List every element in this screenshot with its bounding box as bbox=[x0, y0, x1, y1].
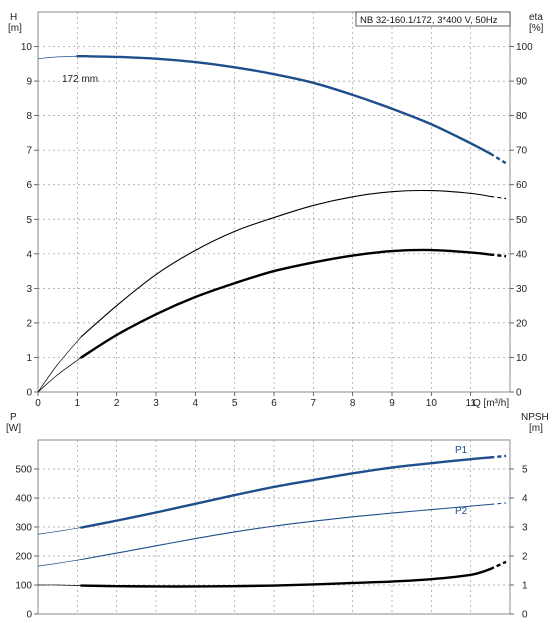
top-curves bbox=[37, 54, 507, 393]
eta-tick-label: 40 bbox=[516, 249, 528, 260]
eta-tick-label: 70 bbox=[516, 146, 528, 157]
eta-tick-label: 100 bbox=[516, 42, 533, 53]
x-tick-label: 5 bbox=[232, 398, 238, 409]
h-tick-label: 1 bbox=[26, 353, 32, 364]
x-tick-label: 1 bbox=[75, 398, 81, 409]
x-tick-label: 6 bbox=[271, 398, 277, 409]
h-tick-label: 9 bbox=[26, 77, 32, 88]
p-tick-label: 0 bbox=[26, 610, 32, 621]
legend-box bbox=[355, 11, 511, 27]
h-axis-unit: [m] bbox=[8, 23, 22, 34]
p-tick-label: 500 bbox=[15, 465, 32, 476]
h-tick-label: 5 bbox=[26, 215, 32, 226]
head-curve-tail bbox=[489, 152, 507, 165]
h-tick-label: 3 bbox=[26, 284, 32, 295]
x-tick-label: 8 bbox=[350, 398, 356, 409]
p1-curve bbox=[80, 456, 492, 529]
top-grid bbox=[38, 12, 511, 392]
eta-tick-label: 90 bbox=[516, 77, 528, 88]
npsh-axis-label: NPSH bbox=[521, 412, 549, 423]
p-tick-label: 300 bbox=[15, 523, 32, 534]
x-tick-label: 0 bbox=[35, 398, 41, 409]
h-tick-label: 0 bbox=[26, 388, 32, 399]
series-label-p1: P1 bbox=[455, 445, 468, 456]
h-tick-label: 6 bbox=[26, 180, 32, 191]
p-axis-unit: [W] bbox=[6, 423, 21, 434]
series-label-p2: P2 bbox=[455, 506, 468, 517]
x-tick-label: 3 bbox=[153, 398, 159, 409]
npsh-curve-tail bbox=[489, 560, 507, 571]
total-efficiency-curve-tail bbox=[490, 253, 507, 258]
total-efficiency-curve-extension bbox=[37, 357, 82, 393]
x-tick-label: 10 bbox=[426, 398, 438, 409]
x-tick-label: 2 bbox=[114, 398, 120, 409]
p-tick-label: 400 bbox=[15, 494, 32, 505]
p2-curve-extension bbox=[37, 559, 82, 567]
tick-labels: 0 1 2 3 4 5 6 7 8 9 10 1101234567891001020304050607… bbox=[15, 42, 533, 620]
q-axis-label: Q [m³/h] bbox=[473, 398, 509, 409]
eta-tick-label: 0 bbox=[516, 388, 522, 399]
efficiency-curve bbox=[80, 189, 491, 338]
h-tick-label: 2 bbox=[26, 318, 32, 329]
npsh-tick-label: 4 bbox=[522, 494, 528, 505]
npsh-curve bbox=[80, 567, 492, 588]
x-tick-label: 9 bbox=[389, 398, 395, 409]
h-tick-label: 7 bbox=[26, 146, 32, 157]
bottom-curves bbox=[37, 454, 507, 588]
eta-tick-label: 20 bbox=[516, 318, 528, 329]
x-tick-label: 4 bbox=[193, 398, 199, 409]
x-tick-label: 7 bbox=[311, 398, 317, 409]
p2-curve bbox=[80, 503, 491, 561]
p-axis-label: P bbox=[10, 412, 17, 423]
efficiency-curve-tail bbox=[490, 195, 507, 200]
h-axis-label: H bbox=[10, 12, 17, 23]
h-tick-label: 4 bbox=[26, 249, 32, 260]
npsh-curve-extension bbox=[37, 584, 82, 586]
impeller-diameter-label: 172 mm bbox=[62, 74, 98, 85]
eta-axis-unit: [%] bbox=[529, 23, 544, 34]
h-tick-label: 10 bbox=[21, 42, 33, 53]
npsh-axis-unit: [m] bbox=[529, 423, 543, 434]
eta-tick-label: 80 bbox=[516, 111, 528, 122]
p-tick-label: 100 bbox=[15, 581, 32, 592]
npsh-tick-label: 5 bbox=[522, 465, 528, 476]
eta-axis-label: eta bbox=[529, 12, 543, 23]
efficiency-curve-extension bbox=[37, 336, 82, 393]
eta-tick-label: 30 bbox=[516, 284, 528, 295]
h-tick-label: 8 bbox=[26, 111, 32, 122]
p1-curve-extension bbox=[37, 527, 82, 535]
x-tick-label: 11 bbox=[465, 398, 476, 409]
legend-text: NB 32-160.1/172, 3*400 V, 50Hz bbox=[360, 15, 498, 26]
head-curve bbox=[76, 54, 492, 155]
p1-curve-tail bbox=[490, 454, 507, 459]
eta-tick-label: 60 bbox=[516, 180, 528, 191]
npsh-tick-label: 1 bbox=[522, 581, 528, 592]
p-tick-label: 200 bbox=[15, 552, 32, 563]
npsh-tick-label: 2 bbox=[522, 552, 528, 563]
total-efficiency-curve bbox=[80, 248, 492, 359]
eta-tick-label: 10 bbox=[516, 353, 528, 364]
npsh-tick-label: 0 bbox=[522, 610, 528, 621]
npsh-tick-label: 3 bbox=[522, 523, 528, 534]
eta-tick-label: 50 bbox=[516, 215, 528, 226]
p2-curve-tail bbox=[490, 502, 507, 505]
